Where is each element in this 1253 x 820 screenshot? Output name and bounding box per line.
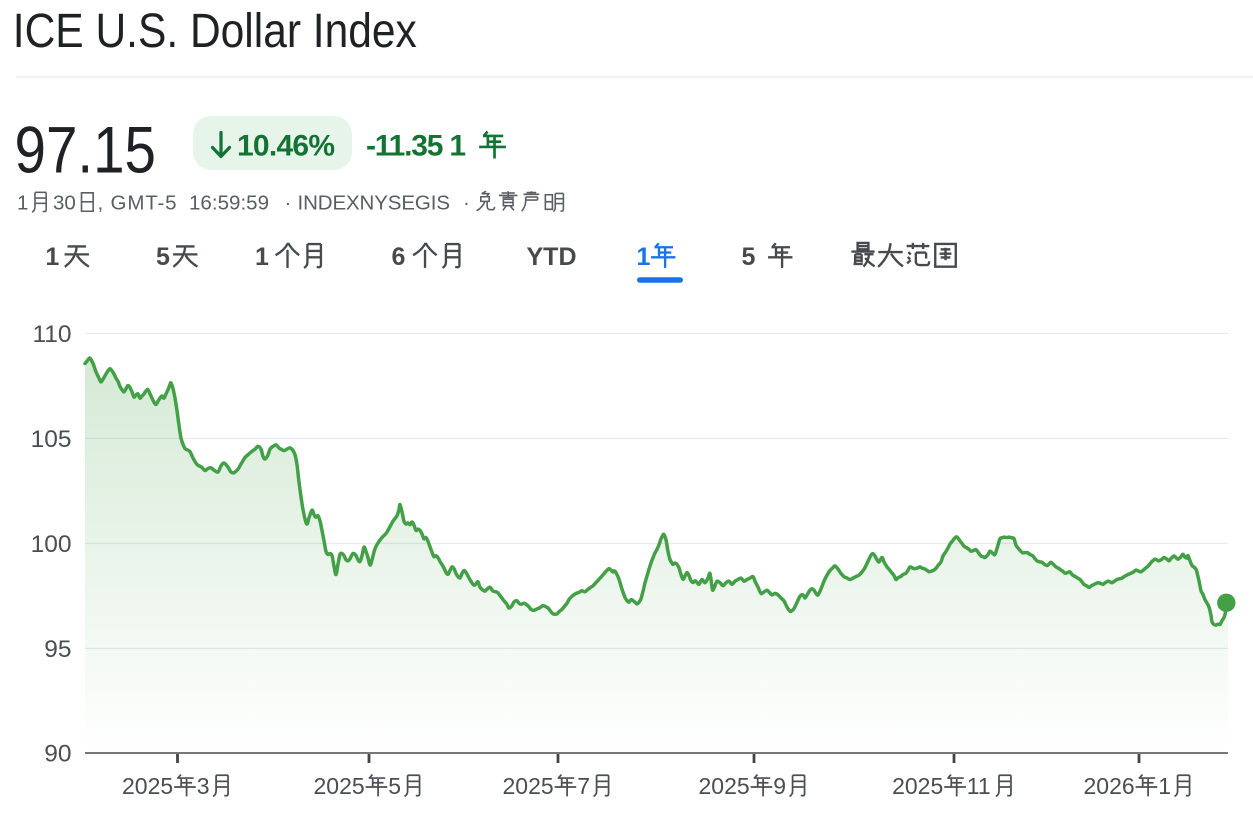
svg-text:16:59:59: 16:59:59 (189, 192, 269, 215)
svg-text:9: 9 (773, 773, 786, 799)
svg-text:2025: 2025 (892, 773, 943, 799)
svg-text:6: 6 (392, 243, 406, 271)
svg-text:1: 1 (255, 243, 269, 271)
svg-text:30: 30 (53, 192, 76, 215)
svg-text:105: 105 (31, 426, 72, 453)
svg-text:100: 100 (31, 531, 72, 558)
svg-text:2025: 2025 (699, 773, 750, 799)
svg-text:5: 5 (742, 243, 756, 271)
svg-text:5: 5 (388, 773, 401, 799)
svg-text:1: 1 (45, 243, 59, 271)
svg-text:ICE U.S. Dollar Index: ICE U.S. Dollar Index (13, 5, 417, 58)
svg-text:97.15: 97.15 (15, 113, 157, 187)
svg-text:, GMT-5: , GMT-5 (98, 192, 177, 215)
svg-text:3: 3 (197, 773, 210, 799)
svg-text:90: 90 (44, 740, 71, 767)
svg-text:1: 1 (1158, 773, 1171, 799)
svg-text:1: 1 (637, 243, 651, 271)
svg-text:·: · (463, 192, 470, 215)
svg-text:·: · (285, 192, 292, 215)
svg-text:-11.35 1: -11.35 1 (366, 129, 466, 162)
svg-text:1: 1 (17, 192, 28, 215)
svg-text:110: 110 (32, 321, 71, 348)
svg-text:95: 95 (44, 636, 71, 663)
svg-text:INDEXNYSEGIS: INDEXNYSEGIS (298, 192, 451, 215)
svg-text:2025: 2025 (503, 773, 554, 799)
svg-text:7: 7 (577, 773, 590, 799)
svg-text:2025: 2025 (122, 773, 173, 799)
svg-text:2025: 2025 (314, 773, 365, 799)
svg-text:2026: 2026 (1084, 773, 1135, 799)
svg-text:5: 5 (156, 243, 170, 271)
svg-text:YTD: YTD (527, 243, 577, 271)
svg-text:10.46%: 10.46% (237, 129, 335, 162)
svg-text:11: 11 (967, 773, 991, 799)
